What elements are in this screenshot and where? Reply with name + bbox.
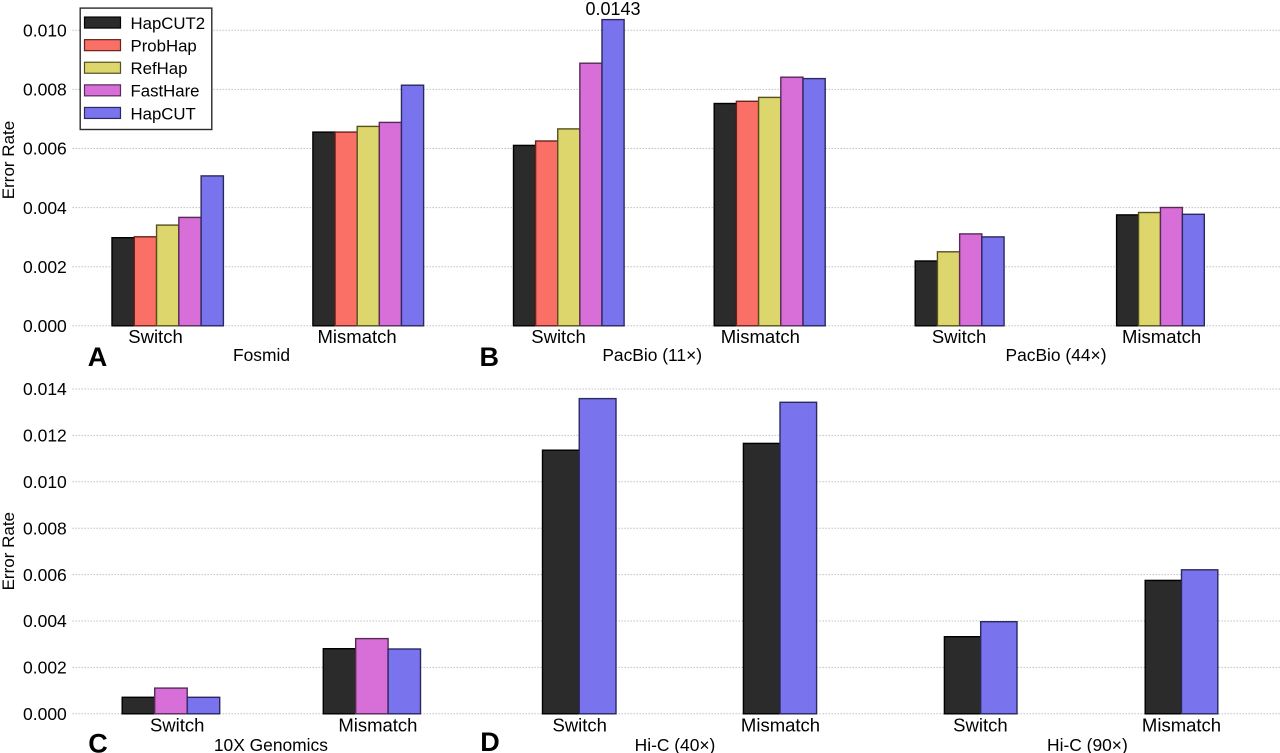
svg-text:10X Genomics: 10X Genomics bbox=[214, 735, 328, 753]
svg-text:RefHap: RefHap bbox=[131, 59, 188, 78]
svg-text:Fosmid: Fosmid bbox=[233, 345, 290, 365]
svg-text:0.000: 0.000 bbox=[23, 704, 67, 724]
svg-text:HapCUT2: HapCUT2 bbox=[131, 14, 206, 33]
svg-text:0.012: 0.012 bbox=[23, 426, 67, 446]
svg-text:Switch: Switch bbox=[150, 714, 205, 735]
svg-text:0.0143: 0.0143 bbox=[585, 0, 640, 19]
svg-text:D: D bbox=[480, 727, 500, 753]
svg-text:0.004: 0.004 bbox=[23, 198, 67, 218]
svg-text:A: A bbox=[88, 342, 108, 372]
svg-text:Switch: Switch bbox=[552, 714, 607, 735]
svg-text:0.014: 0.014 bbox=[23, 379, 67, 399]
svg-text:Error Rate: Error Rate bbox=[0, 121, 18, 199]
svg-text:Switch: Switch bbox=[531, 326, 586, 347]
svg-text:FastHare: FastHare bbox=[131, 82, 200, 101]
svg-text:0.010: 0.010 bbox=[23, 472, 67, 492]
svg-text:PacBio (44×): PacBio (44×) bbox=[1005, 345, 1106, 365]
svg-text:Error Rate: Error Rate bbox=[0, 512, 18, 590]
svg-text:0.010: 0.010 bbox=[23, 21, 67, 41]
svg-text:B: B bbox=[480, 342, 500, 372]
svg-text:ProbHap: ProbHap bbox=[131, 36, 197, 55]
svg-text:Mismatch: Mismatch bbox=[1142, 714, 1221, 735]
svg-text:Switch: Switch bbox=[932, 326, 987, 347]
svg-text:C: C bbox=[88, 729, 108, 753]
svg-text:Mismatch: Mismatch bbox=[1122, 326, 1201, 347]
svg-text:Mismatch: Mismatch bbox=[741, 714, 820, 735]
svg-text:Mismatch: Mismatch bbox=[338, 714, 417, 735]
svg-text:0.006: 0.006 bbox=[23, 139, 67, 159]
svg-text:Mismatch: Mismatch bbox=[721, 326, 800, 347]
svg-text:0.004: 0.004 bbox=[23, 611, 67, 631]
svg-text:0.006: 0.006 bbox=[23, 565, 67, 585]
svg-text:0.002: 0.002 bbox=[23, 257, 67, 277]
svg-text:PacBio (11×): PacBio (11×) bbox=[602, 345, 702, 365]
svg-text:Switch: Switch bbox=[128, 326, 183, 347]
svg-text:0.000: 0.000 bbox=[23, 316, 67, 336]
svg-text:0.008: 0.008 bbox=[23, 518, 67, 538]
svg-text:Hi-C (40×): Hi-C (40×) bbox=[635, 735, 716, 753]
svg-text:Mismatch: Mismatch bbox=[318, 326, 397, 347]
svg-text:HapCUT: HapCUT bbox=[131, 104, 196, 123]
svg-text:Switch: Switch bbox=[953, 714, 1008, 735]
svg-text:0.002: 0.002 bbox=[23, 658, 67, 678]
svg-text:Hi-C (90×): Hi-C (90×) bbox=[1047, 735, 1128, 753]
svg-text:0.008: 0.008 bbox=[23, 80, 67, 100]
